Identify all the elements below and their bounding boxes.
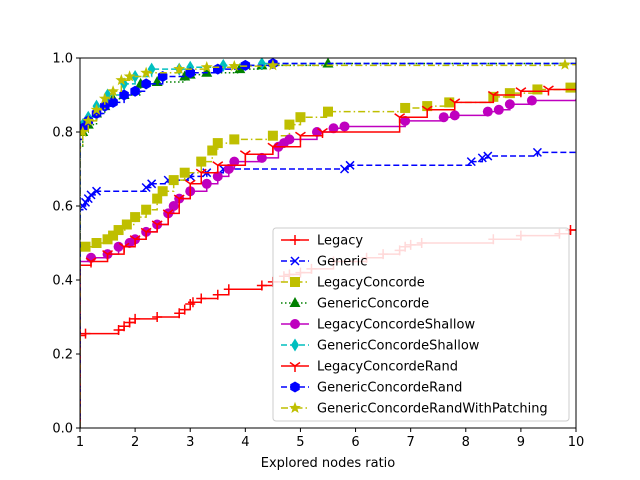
data-point	[450, 110, 460, 120]
y-tick-label: 1.0	[52, 52, 73, 67]
data-point	[527, 96, 537, 106]
data-point	[92, 238, 102, 248]
data-point	[439, 112, 449, 122]
data-point	[565, 83, 575, 93]
data-point	[284, 134, 294, 144]
data-point	[444, 97, 454, 107]
data-point	[114, 242, 124, 252]
legend-label: Legacy	[317, 234, 363, 249]
x-tick-label: 4	[241, 435, 249, 450]
x-tick-label: 8	[462, 435, 470, 450]
data-point	[295, 112, 305, 122]
legend-marker	[290, 319, 300, 329]
legend-marker	[290, 277, 300, 287]
legend-label: LegacyConcordeShallow	[317, 318, 475, 333]
x-tick-label: 6	[351, 435, 359, 450]
legend-label: LegacyConcordeRand	[317, 360, 458, 375]
x-tick-label: 1	[76, 435, 84, 450]
data-point	[213, 138, 223, 148]
data-point	[505, 88, 515, 98]
legend-label: LegacyConcorde	[317, 276, 425, 291]
data-point	[130, 212, 140, 222]
x-tick-label: 5	[296, 435, 304, 450]
x-tick-label: 2	[131, 435, 139, 450]
x-tick-label: 10	[568, 435, 585, 450]
y-tick-label: 0.0	[52, 422, 73, 437]
legend-label: GenericConcordeRand	[317, 381, 462, 396]
legend-label: GenericConcorde	[317, 297, 429, 312]
legend: Legacy Generic LegacyConcorde GenericConcor…	[273, 228, 569, 421]
data-point	[494, 105, 504, 115]
data-point	[169, 175, 179, 185]
data-point	[340, 121, 350, 131]
data-point	[141, 205, 151, 215]
legend-label: Generic	[317, 255, 367, 270]
data-point	[483, 107, 493, 117]
data-point	[323, 107, 333, 117]
data-point	[505, 99, 515, 109]
y-tick-label: 0.2	[52, 348, 73, 363]
data-point	[284, 120, 294, 130]
y-tick-label: 0.6	[52, 200, 73, 215]
data-point	[268, 131, 278, 141]
data-point	[81, 242, 91, 252]
legend-label: GenericConcordeRandWithPatching	[317, 402, 548, 417]
y-tick-label: 0.4	[52, 274, 73, 289]
legend-entry: GenericConcordeRandWithPatching	[281, 402, 548, 417]
legend-label: GenericConcordeShallow	[317, 339, 480, 354]
x-tick-label: 9	[517, 435, 525, 450]
x-axis-label: Explored nodes ratio	[261, 456, 396, 471]
data-point	[202, 179, 212, 189]
x-tick-label: 7	[407, 435, 415, 450]
y-tick-label: 0.8	[52, 126, 73, 141]
data-point	[400, 103, 410, 113]
data-point	[158, 186, 168, 196]
data-point	[196, 157, 206, 167]
data-point	[180, 168, 190, 178]
x-tick-label: 3	[186, 435, 194, 450]
data-point	[532, 84, 542, 94]
data-point	[229, 134, 239, 144]
